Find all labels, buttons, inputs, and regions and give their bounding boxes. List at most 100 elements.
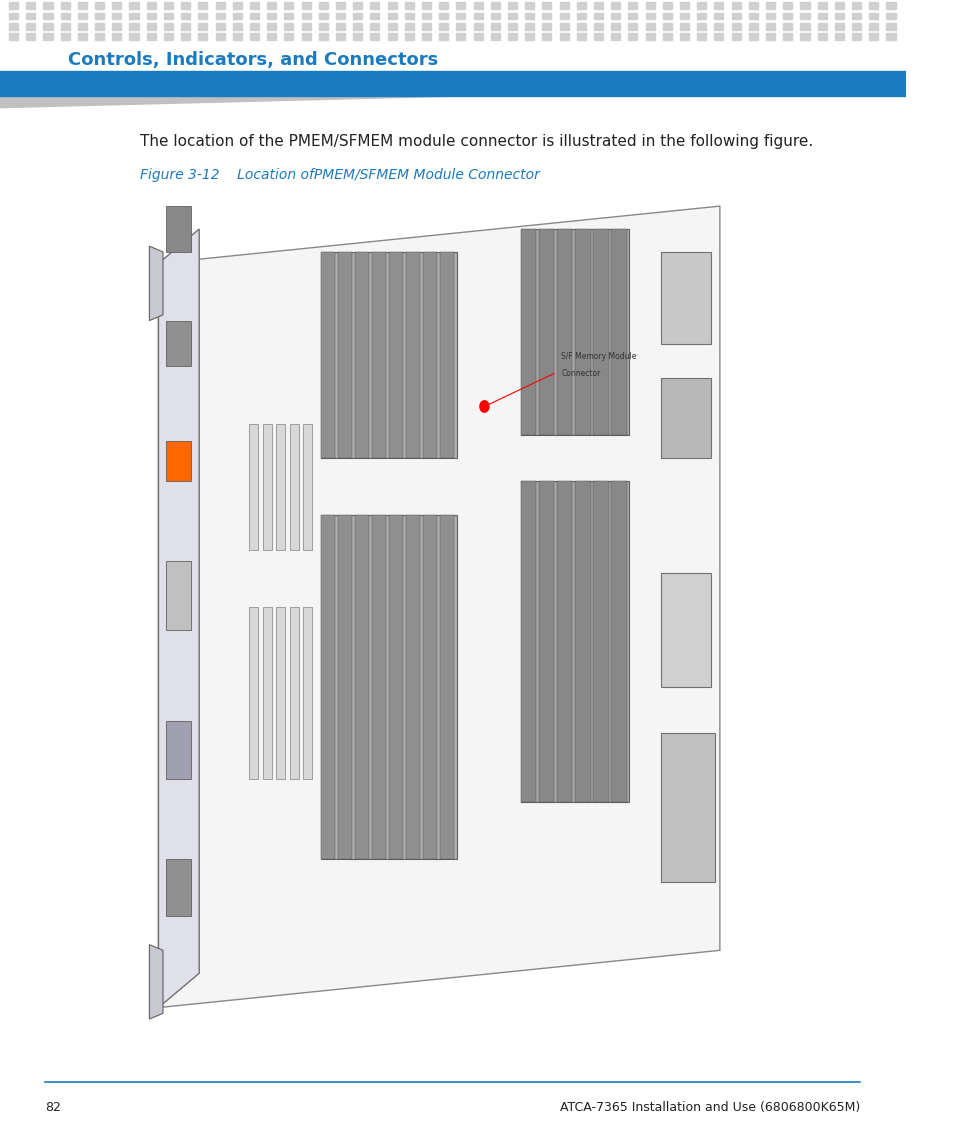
Bar xyxy=(782,2,792,9)
Bar xyxy=(520,229,629,435)
Polygon shape xyxy=(0,96,453,108)
Polygon shape xyxy=(150,246,163,321)
Bar xyxy=(851,2,861,9)
Bar xyxy=(765,23,774,30)
Bar xyxy=(538,481,554,802)
Bar xyxy=(765,13,774,19)
Bar xyxy=(284,33,294,40)
Text: 82: 82 xyxy=(45,1100,61,1114)
Bar xyxy=(406,515,419,859)
Bar xyxy=(817,23,826,30)
Bar xyxy=(594,23,602,30)
Bar xyxy=(27,13,35,19)
Bar xyxy=(851,33,861,40)
Bar xyxy=(301,2,311,9)
Bar xyxy=(372,252,386,458)
Bar xyxy=(338,252,352,458)
Bar xyxy=(353,23,362,30)
Bar xyxy=(660,572,710,687)
Bar xyxy=(593,481,608,802)
Bar xyxy=(456,13,465,19)
Bar xyxy=(577,33,585,40)
Bar xyxy=(267,33,275,40)
Bar xyxy=(404,33,414,40)
Bar xyxy=(61,33,70,40)
Bar xyxy=(198,13,207,19)
Bar xyxy=(406,252,419,458)
Bar xyxy=(851,23,861,30)
Bar xyxy=(697,2,705,9)
Bar xyxy=(748,2,757,9)
Bar xyxy=(215,33,224,40)
Bar xyxy=(233,2,241,9)
Bar xyxy=(456,33,465,40)
Bar xyxy=(387,13,396,19)
Bar xyxy=(164,13,172,19)
Bar xyxy=(438,2,448,9)
Bar xyxy=(782,33,792,40)
Bar xyxy=(78,33,87,40)
Bar xyxy=(438,33,448,40)
Bar xyxy=(404,2,414,9)
Bar xyxy=(166,441,191,481)
Bar xyxy=(0,71,904,96)
Bar xyxy=(440,252,454,458)
Bar xyxy=(112,2,121,9)
Bar xyxy=(662,23,671,30)
Bar xyxy=(355,515,369,859)
Bar xyxy=(147,33,155,40)
Bar xyxy=(112,13,121,19)
Bar xyxy=(249,607,258,779)
Bar xyxy=(130,2,138,9)
Bar xyxy=(198,23,207,30)
Bar xyxy=(303,607,312,779)
Bar xyxy=(438,13,448,19)
Bar xyxy=(335,23,345,30)
Bar xyxy=(748,13,757,19)
Bar xyxy=(697,13,705,19)
Bar xyxy=(275,424,285,550)
Bar xyxy=(301,23,311,30)
Bar xyxy=(611,13,619,19)
Bar xyxy=(372,515,386,859)
Bar xyxy=(166,321,191,366)
Bar xyxy=(679,33,688,40)
Bar xyxy=(645,13,654,19)
Bar xyxy=(557,481,572,802)
Bar xyxy=(611,2,619,9)
Bar xyxy=(95,23,104,30)
Bar xyxy=(542,23,551,30)
Bar xyxy=(594,2,602,9)
Bar xyxy=(885,13,895,19)
Bar xyxy=(44,13,52,19)
Polygon shape xyxy=(158,229,199,1008)
Bar xyxy=(9,23,18,30)
Bar xyxy=(628,23,637,30)
Bar xyxy=(9,13,18,19)
Bar xyxy=(507,13,517,19)
Bar xyxy=(868,13,878,19)
Bar xyxy=(594,13,602,19)
Bar xyxy=(542,13,551,19)
Bar xyxy=(284,2,294,9)
Text: S/F Memory Module: S/F Memory Module xyxy=(560,352,636,361)
Bar xyxy=(164,23,172,30)
Bar xyxy=(166,206,191,252)
Bar xyxy=(215,23,224,30)
Bar xyxy=(404,23,414,30)
Bar xyxy=(215,2,224,9)
Bar xyxy=(353,2,362,9)
Bar xyxy=(714,13,722,19)
Bar xyxy=(697,23,705,30)
Bar xyxy=(731,13,740,19)
Bar xyxy=(389,515,402,859)
Bar xyxy=(130,23,138,30)
Bar xyxy=(318,33,328,40)
Bar xyxy=(868,23,878,30)
Bar xyxy=(490,33,499,40)
Bar xyxy=(27,33,35,40)
Bar xyxy=(267,23,275,30)
Bar xyxy=(303,424,312,550)
Bar xyxy=(520,229,536,435)
Bar xyxy=(456,2,465,9)
